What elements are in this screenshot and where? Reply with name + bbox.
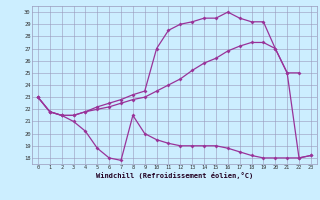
X-axis label: Windchill (Refroidissement éolien,°C): Windchill (Refroidissement éolien,°C) [96, 172, 253, 179]
